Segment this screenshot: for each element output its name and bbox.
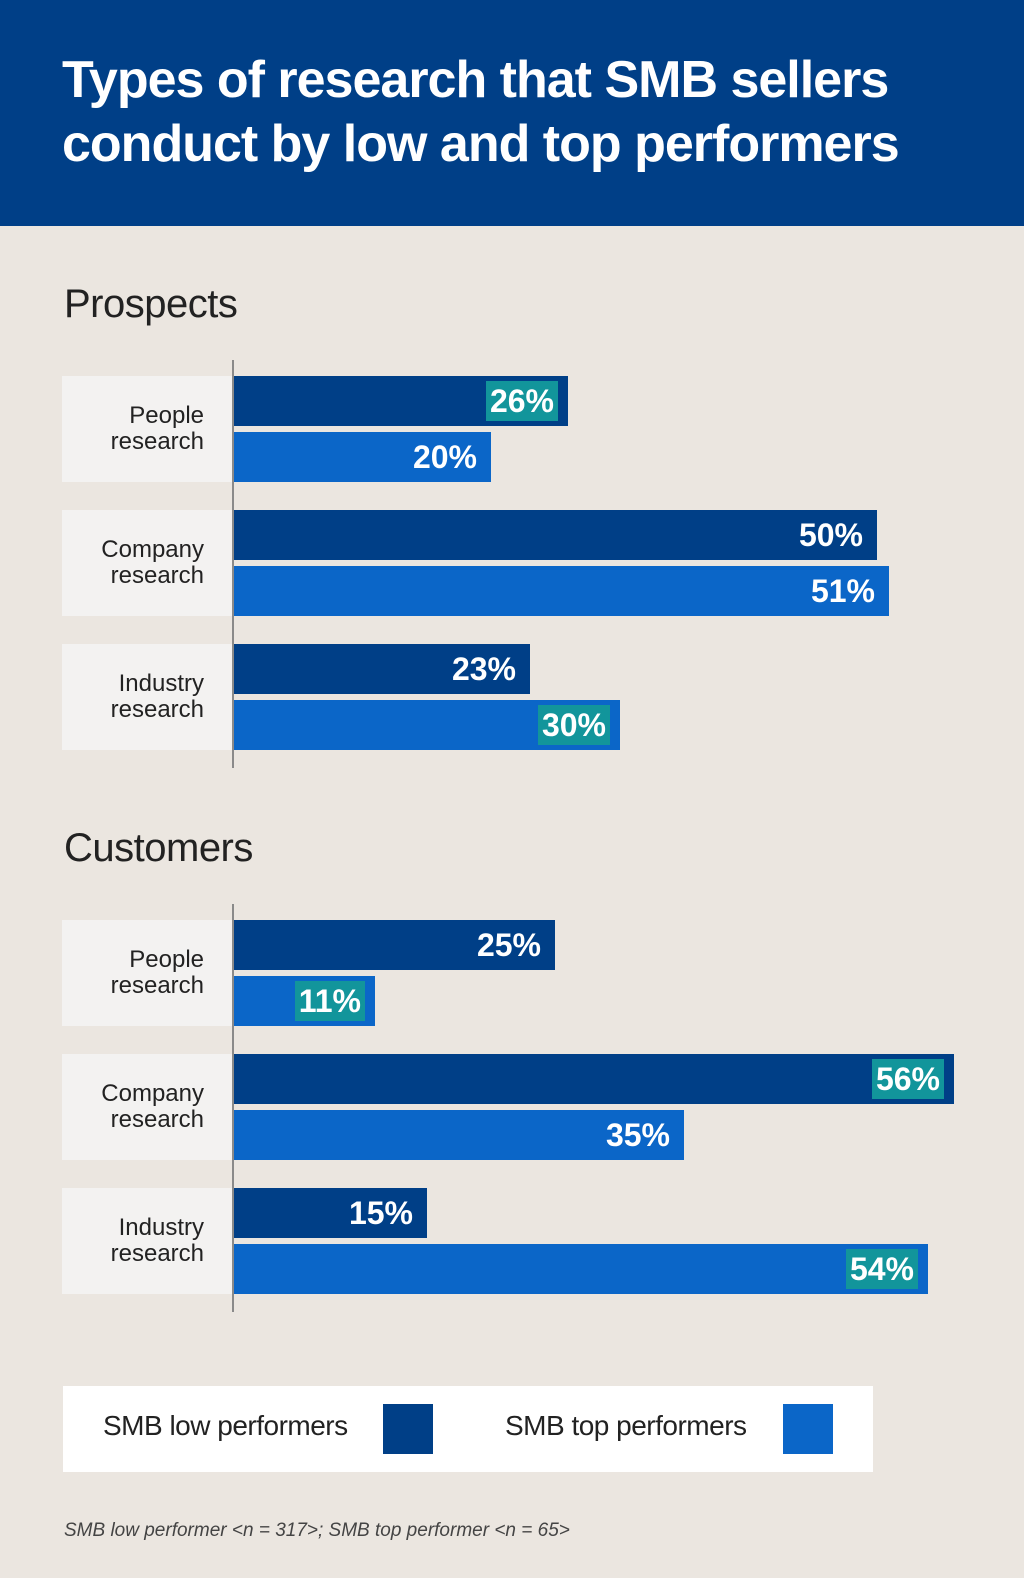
legend-top-swatch [783,1404,833,1454]
customers-industry-low-bar: 15% [234,1188,427,1238]
customers-company-top-bar: 35% [234,1110,684,1160]
prospects-industry-label: Industry research [62,644,232,750]
data-label: 11% [294,981,365,1021]
customers-company-label: Company research [62,1054,232,1160]
prospects-axis [232,360,234,768]
prospects-company-top-bar: 51% [234,566,889,616]
chart-title: Types of research that SMB sellers condu… [62,51,900,173]
legend-top-label: SMB top performers [505,1410,747,1441]
data-label: 25% [476,927,541,963]
data-label: 54% [845,1249,918,1289]
customers-industry-label: Industry research [62,1188,232,1294]
legend: SMB low performers SMB top performers [63,1386,873,1472]
prospects-people-top-bar: 20% [234,432,491,482]
data-label: 15% [348,1195,413,1231]
legend-low-swatch [383,1404,433,1454]
data-label: 26% [485,381,558,421]
data-label: 20% [412,439,477,475]
customers-people-label: People research [62,920,232,1026]
prospects-industry-top-bar: 30% [234,700,620,750]
customers-title: Customers [64,826,253,870]
data-label: 23% [451,651,516,687]
prospects-company-low-bar: 50% [234,510,877,560]
prospects-industry-low-bar: 23% [234,644,530,694]
footnote: SMB low performer <n = 317>; SMB top per… [64,1520,570,1541]
data-label: 50% [798,517,863,553]
customers-people-top-bar: 11% [234,976,375,1026]
prospects-title: Prospects [64,282,238,326]
data-label: 51% [810,573,875,609]
header-banner: Types of research that SMB sellers condu… [0,0,1024,226]
data-label: 30% [537,705,610,745]
customers-axis [232,904,234,1312]
customers-industry-top-bar: 54% [234,1244,928,1294]
customers-people-low-bar: 25% [234,920,555,970]
customers-company-low-bar: 56% [234,1054,954,1104]
legend-low-label: SMB low performers [103,1410,348,1441]
data-label: 56% [871,1059,944,1099]
prospects-people-low-bar: 26% [234,376,568,426]
prospects-company-label: Company research [62,510,232,616]
data-label: 35% [605,1117,670,1153]
prospects-people-label: People research [62,376,232,482]
